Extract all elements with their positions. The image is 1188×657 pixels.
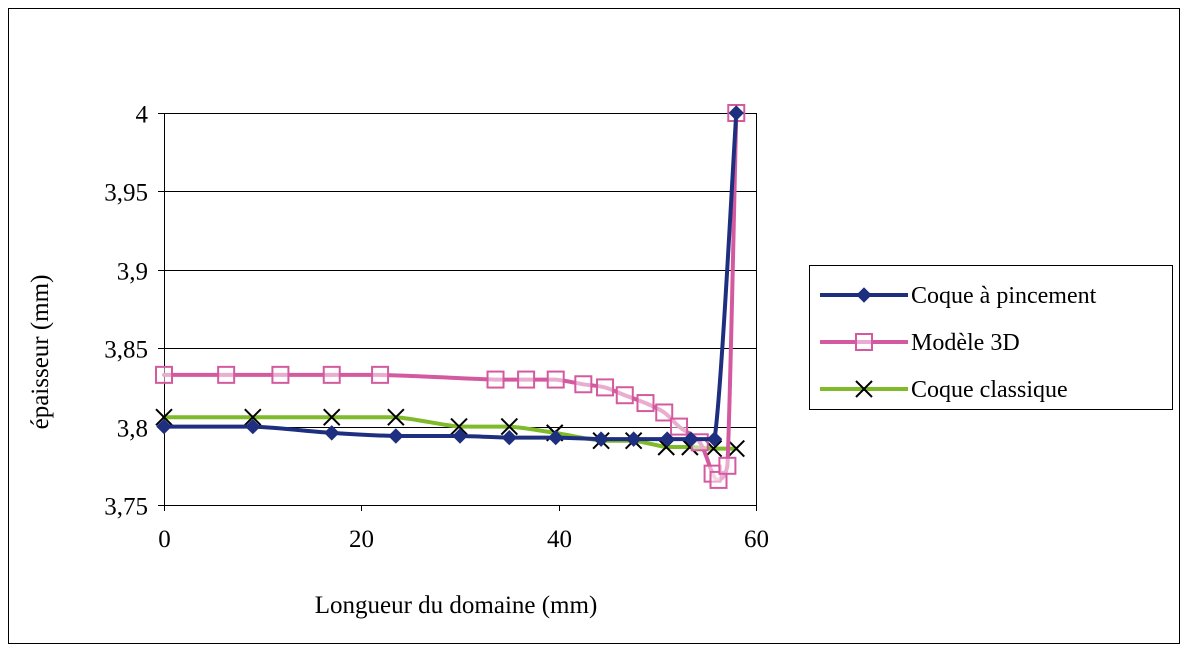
data-point [547,429,564,446]
legend-marker [855,333,873,351]
data-point [718,456,737,475]
data-point [324,425,340,441]
data-point [655,403,674,422]
series-layer [155,104,746,489]
data-point [593,431,609,447]
data-point [387,408,405,426]
legend-label: Coque à pincement [911,283,1097,309]
plot-area [164,113,757,506]
y-tick-label: 3,95 [104,180,148,207]
data-point [546,370,565,389]
series-2 [155,408,745,458]
data-point [670,417,689,436]
data-point [388,428,404,444]
y-tick-label: 3,75 [104,494,148,521]
data-point [244,408,262,426]
legend-label: Coque classique [911,377,1068,403]
data-point [517,370,536,389]
x-tick-label: 60 [744,526,769,553]
series-0 [156,105,744,447]
data-point [486,370,505,389]
data-point [727,439,745,458]
data-point [659,431,675,447]
y-tick-label: 3,85 [104,337,148,364]
data-point [322,365,341,384]
x-axis-title: Longueur du domaine (mm) [315,592,598,619]
data-point [625,431,642,447]
x-tick-label: 40 [547,526,572,553]
data-point [452,428,468,444]
data-point [323,408,341,426]
data-point [706,431,723,447]
legend-marker [855,380,873,398]
x-tick-label: 20 [349,526,374,553]
data-point [596,378,615,397]
data-point [450,417,468,436]
series-1 [155,104,746,489]
data-point [500,417,519,436]
data-point [217,365,236,384]
legend-label: Modèle 3D [911,330,1020,356]
legend: Coque à pincement Modèle 3D Coque classiqu… [809,265,1173,410]
data-point [636,394,655,413]
legend-marker [856,287,872,303]
data-point [615,386,634,405]
data-point [156,418,172,435]
data-point [155,408,173,426]
data-point [271,365,290,384]
y-tick-label: 3,9 [117,259,148,286]
x-tick-label: 0 [158,526,171,553]
y-tick-label: 3,8 [117,416,148,443]
data-point [574,375,593,394]
data-point [501,429,518,446]
data-point [155,365,173,384]
y-axis-title: épaisseur (mm) [27,275,54,430]
data-point [728,105,744,121]
data-point [683,431,699,447]
data-point [245,418,261,435]
y-tick-label: 4 [136,102,149,129]
data-point [371,365,390,384]
